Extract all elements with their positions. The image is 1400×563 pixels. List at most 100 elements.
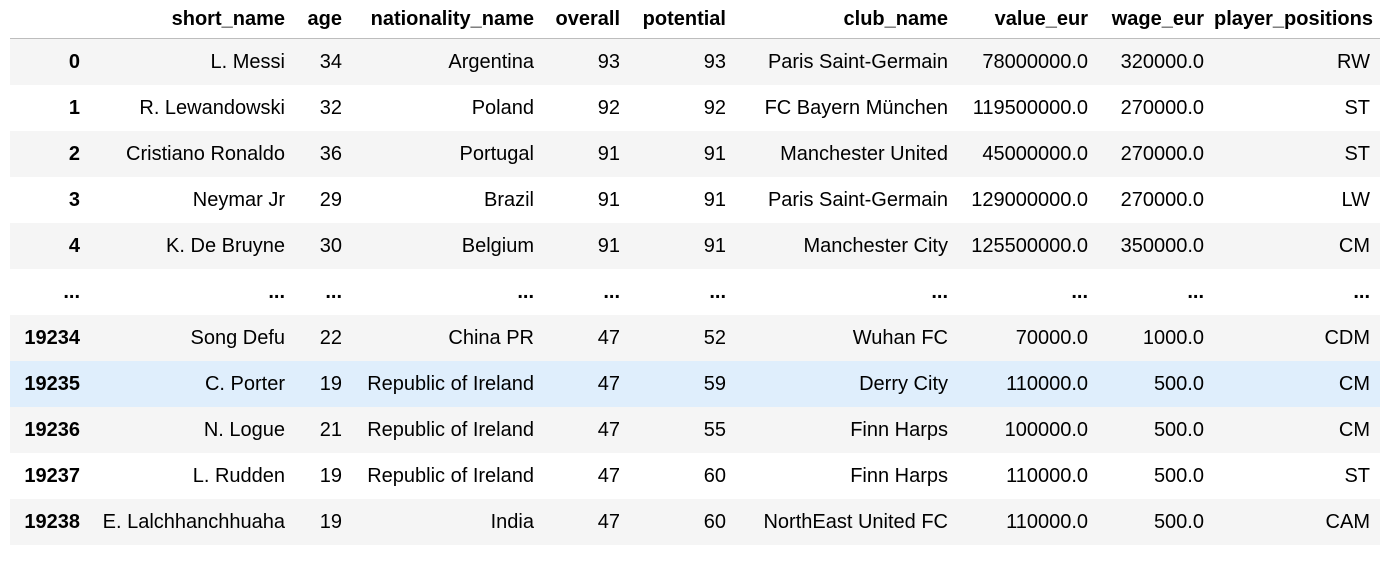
cell-short-name: N. Logue <box>203 418 285 441</box>
dataframe-output: short_name age nationality_name overall … <box>10 0 1380 545</box>
cell-wage-eur: 500.0 <box>1153 464 1204 487</box>
cell-player-positions: CAM <box>1325 510 1370 533</box>
cell-player-positions: CM <box>1338 234 1370 257</box>
cell-value-eur: 78000000.0 <box>982 50 1088 73</box>
column-header-overall: overall <box>544 0 630 39</box>
cell-short-name: Cristiano Ronaldo <box>126 142 285 165</box>
cell-potential: ... <box>709 280 726 303</box>
row-index: 3 <box>68 188 80 211</box>
table-row: 19238 E. Lalchhanchhuaha 19 India 47 60 … <box>10 499 1380 545</box>
cell-age: 21 <box>319 418 342 441</box>
cell-short-name: R. Lewandowski <box>139 96 285 119</box>
cell-club-name: Derry City <box>859 372 948 395</box>
column-header-potential: potential <box>630 0 736 39</box>
cell-overall: 93 <box>597 50 620 73</box>
cell-short-name: E. Lalchhanchhuaha <box>102 510 285 533</box>
column-header-nationality-name: nationality_name <box>352 0 544 39</box>
cell-value-eur: 45000000.0 <box>982 142 1088 165</box>
cell-player-positions: LW <box>1341 188 1370 211</box>
cell-club-name: Finn Harps <box>850 464 948 487</box>
table-body: 0 L. Messi 34 Argentina 93 93 Paris Sain… <box>10 38 1380 545</box>
cell-wage-eur: 270000.0 <box>1120 142 1204 165</box>
cell-value-eur: 110000.0 <box>1006 510 1088 533</box>
cell-overall: 47 <box>597 510 620 533</box>
cell-short-name: L. Rudden <box>192 464 285 487</box>
column-header-wage-eur: wage_eur <box>1098 0 1214 39</box>
cell-nationality-name: Portugal <box>459 142 535 165</box>
cell-nationality-name: Republic of Ireland <box>367 464 534 487</box>
truncation-row: ... ... ... ... ... ... ... ... ... ... <box>10 269 1380 315</box>
cell-club-name: ... <box>931 280 948 303</box>
cell-wage-eur: 1000.0 <box>1142 326 1204 349</box>
cell-club-name: Paris Saint-Germain <box>767 50 948 73</box>
cell-wage-eur: 500.0 <box>1153 418 1204 441</box>
table-row: 3 Neymar Jr 29 Brazil 91 91 Paris Saint-… <box>10 177 1380 223</box>
cell-club-name: NorthEast United FC <box>763 510 948 533</box>
cell-wage-eur: 350000.0 <box>1120 234 1204 257</box>
cell-nationality-name: Argentina <box>448 50 534 73</box>
cell-age: 30 <box>319 234 342 257</box>
table-row: 0 L. Messi 34 Argentina 93 93 Paris Sain… <box>10 38 1380 85</box>
cell-player-positions: ... <box>1353 280 1370 303</box>
cell-wage-eur: 500.0 <box>1153 372 1204 395</box>
cell-value-eur: 110000.0 <box>1006 372 1088 395</box>
table-row: 19237 L. Rudden 19 Republic of Ireland 4… <box>10 453 1380 499</box>
cell-age: 36 <box>319 142 342 165</box>
row-index: 0 <box>68 50 80 73</box>
cell-nationality-name: ... <box>517 280 534 303</box>
cell-potential: 59 <box>703 372 726 395</box>
cell-potential: 60 <box>703 464 726 487</box>
cell-overall: 92 <box>597 96 620 119</box>
cell-potential: 92 <box>703 96 726 119</box>
row-index: 4 <box>68 234 80 257</box>
cell-potential: 52 <box>703 326 726 349</box>
row-index: 2 <box>68 142 80 165</box>
cell-short-name: ... <box>268 280 285 303</box>
column-header-age: age <box>295 0 352 39</box>
cell-age: 22 <box>319 326 342 349</box>
table-row: 4 K. De Bruyne 30 Belgium 91 91 Manchest… <box>10 223 1380 269</box>
cell-age: 32 <box>319 96 342 119</box>
cell-player-positions: CM <box>1338 372 1370 395</box>
cell-potential: 91 <box>703 142 726 165</box>
cell-wage-eur: 270000.0 <box>1120 188 1204 211</box>
table-row: 19236 N. Logue 21 Republic of Ireland 47… <box>10 407 1380 453</box>
cell-wage-eur: ... <box>1187 280 1204 303</box>
cell-nationality-name: Belgium <box>461 234 534 257</box>
cell-value-eur: ... <box>1071 280 1088 303</box>
cell-nationality-name: Poland <box>471 96 534 119</box>
column-header-player-positions: player_positions <box>1214 0 1380 39</box>
cell-wage-eur: 270000.0 <box>1120 96 1204 119</box>
row-index: 19238 <box>24 510 80 533</box>
cell-player-positions: ST <box>1344 96 1370 119</box>
cell-player-positions: CM <box>1338 418 1370 441</box>
cell-club-name: Manchester United <box>780 142 948 165</box>
cell-short-name: K. De Bruyne <box>166 234 285 257</box>
cell-value-eur: 100000.0 <box>1004 418 1088 441</box>
cell-age: 29 <box>319 188 342 211</box>
cell-player-positions: ST <box>1344 464 1370 487</box>
header-row: short_name age nationality_name overall … <box>10 0 1380 39</box>
row-index: 1 <box>68 96 80 119</box>
cell-value-eur: 125500000.0 <box>971 234 1088 257</box>
index-header <box>10 0 90 39</box>
cell-potential: 60 <box>703 510 726 533</box>
row-index: 19234 <box>24 326 80 349</box>
cell-short-name: C. Porter <box>204 372 285 395</box>
column-header-value-eur: value_eur <box>958 0 1098 39</box>
row-index: 19236 <box>24 418 80 441</box>
cell-overall: 91 <box>597 234 620 257</box>
cell-potential: 91 <box>703 234 726 257</box>
cell-overall: ... <box>603 280 620 303</box>
cell-nationality-name: Brazil <box>483 188 534 211</box>
cell-club-name: Manchester City <box>803 234 949 257</box>
cell-overall: 47 <box>597 464 620 487</box>
cell-overall: 91 <box>597 142 620 165</box>
cell-age: 19 <box>319 510 342 533</box>
cell-age: 19 <box>319 372 342 395</box>
dataframe-table: short_name age nationality_name overall … <box>10 0 1380 545</box>
cell-wage-eur: 320000.0 <box>1120 50 1204 73</box>
cell-overall: 47 <box>597 326 620 349</box>
table-row: 2 Cristiano Ronaldo 36 Portugal 91 91 Ma… <box>10 131 1380 177</box>
cell-value-eur: 70000.0 <box>1015 326 1088 349</box>
